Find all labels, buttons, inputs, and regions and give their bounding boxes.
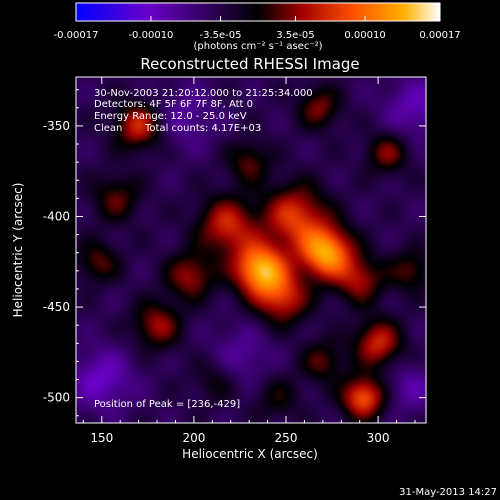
annotation-detectors: Detectors: 4F 5F 6F 7F 8F, Att 0 xyxy=(94,99,253,110)
axis-ticks: 150 200 250 300 -350 -400 -450 -500 xyxy=(43,77,426,445)
y-tick-label: -450 xyxy=(43,300,70,314)
plot-annotations: 30-Nov-2003 21:20:12.000 to 21:25:34.000… xyxy=(94,88,313,410)
annotation-energy: Energy Range: 12.0 - 25.0 keV xyxy=(94,111,247,122)
colorbar-tick-label: 0.00017 xyxy=(419,30,460,41)
colorbar-tick-label: 0.00010 xyxy=(344,30,385,41)
x-axis-label: Heliocentric X (arcsec) xyxy=(182,447,318,461)
annotation-clean: Clean xyxy=(94,123,122,134)
heatmap-image xyxy=(76,77,426,423)
x-tick-label: 300 xyxy=(367,431,390,445)
chart-title: Reconstructed RHESSI Image xyxy=(140,55,359,73)
colorbar-tick-label: -3.5e-05 xyxy=(200,30,242,41)
colorbar-gradient xyxy=(75,2,441,22)
annotation-time-range: 30-Nov-2003 21:20:12.000 to 21:25:34.000 xyxy=(94,88,313,99)
y-tick-label: -350 xyxy=(43,119,70,133)
annotation-total-counts: Total counts: 4.17E+03 xyxy=(144,123,261,134)
x-tick-label: 250 xyxy=(275,431,298,445)
colorbar-units-label: (photons cm⁻² s⁻¹ asec⁻²) xyxy=(193,41,322,52)
x-tick-label: 150 xyxy=(90,431,113,445)
colorbar: -0.00017 -0.00010 -3.5e-05 3.5e-05 0.00010 0.… xyxy=(54,2,461,52)
colorbar-ticks: -0.00017 -0.00010 -3.5e-05 3.5e-05 0.00010 0.… xyxy=(54,16,461,41)
plot-frame xyxy=(75,76,427,424)
annotation-peak-position: Position of Peak = [236,-429] xyxy=(94,399,240,410)
colorbar-tick-label: -0.00017 xyxy=(54,30,99,41)
y-axis-label: Heliocentric Y (arcsec) xyxy=(11,183,25,318)
colorbar-tick-label: 3.5e-05 xyxy=(276,30,314,41)
x-tick-label: 200 xyxy=(182,431,205,445)
date-stamp: 31-May-2013 14:27 xyxy=(399,487,497,498)
y-tick-label: -500 xyxy=(43,391,70,405)
colorbar-tick-label: -0.00010 xyxy=(128,30,173,41)
y-tick-label: -400 xyxy=(43,209,70,223)
